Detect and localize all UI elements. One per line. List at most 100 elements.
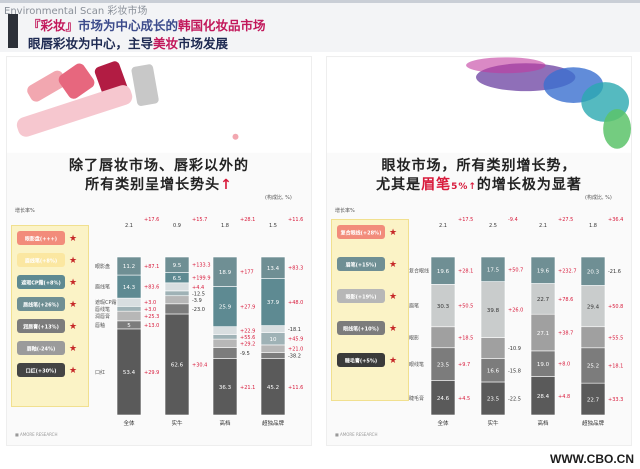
- segment-label: 30.3: [437, 304, 450, 310]
- bar-segment: [260, 325, 286, 333]
- bar-segment: [116, 297, 142, 307]
- total-growth-label: +36.4: [608, 217, 623, 223]
- total-growth-label: +17.5: [458, 217, 473, 223]
- left-footnote: ■ AMORE RESEARCH: [15, 432, 58, 437]
- growth-label: +232.7: [558, 268, 577, 274]
- top-share-label: 2.1: [125, 223, 133, 229]
- growth-label: +50.7: [508, 267, 523, 273]
- series-name: 眉笔: [409, 303, 419, 310]
- segment-label: 37.9: [267, 300, 280, 306]
- growth-label: +50.5: [458, 304, 473, 310]
- growth-label: +26.0: [508, 308, 523, 314]
- left-title2-hl: 势头: [190, 177, 221, 193]
- growth-label: -38.2: [288, 354, 301, 360]
- left-title2-arrow: ↑: [220, 177, 233, 193]
- growth-label: -10.9: [508, 346, 521, 352]
- right-footnote: ■ AMORE RESEARCH: [335, 432, 378, 437]
- total-growth-label: +28.1: [240, 217, 255, 223]
- growth-label: +25.3: [144, 314, 159, 320]
- segment-label: 36.3: [219, 385, 232, 391]
- growth-label: +83.6: [144, 285, 159, 291]
- bar-segment: [164, 303, 190, 315]
- series-name: 唇釉: [95, 322, 105, 329]
- total-growth-label: +11.6: [288, 217, 303, 223]
- bar-segment: [164, 256, 190, 273]
- page-title-line2: 眼唇彩妆为中心，主导美妆市场发展: [28, 33, 228, 52]
- top-share-label: 1.8: [221, 223, 229, 229]
- segment-label: 45.2: [267, 385, 279, 391]
- series-name: 唇线笔: [95, 306, 110, 313]
- bar-segment: [580, 326, 606, 349]
- legend-swatch: [337, 257, 385, 271]
- legend-swatch: [17, 319, 65, 333]
- segment-label: 6.5: [173, 276, 182, 282]
- legend-label: 口红(+30%): [26, 368, 57, 375]
- segment-label: 23.5: [437, 362, 450, 368]
- bar-segment: [212, 358, 238, 416]
- segment-label: 22.7: [587, 397, 600, 403]
- segment-label: 22.7: [537, 297, 550, 303]
- growth-label: -12.5: [192, 291, 205, 297]
- growth-label: +9.7: [458, 362, 470, 368]
- growth-label: +18.1: [608, 363, 623, 369]
- growth-label: +45.9: [288, 337, 303, 343]
- bar-segment: [164, 295, 190, 305]
- legend-label: 唇釉(-24%): [27, 346, 56, 353]
- title-marker: [8, 14, 18, 48]
- bar-segment: [164, 290, 190, 297]
- bar-segment: [260, 352, 286, 359]
- star-icon: ★: [69, 278, 77, 288]
- left-chart-title-line2: 所有类别呈增长势头↑: [7, 174, 311, 194]
- bar-segment: [430, 284, 456, 328]
- growth-label: +27.9: [240, 305, 255, 311]
- series-name: 眉线笔: [95, 284, 110, 291]
- star-icon: ★: [69, 300, 77, 310]
- page-title-line1: 『彩妆』市场为中心成长的韩国化妆品市场: [28, 15, 266, 34]
- bar-segment: [480, 337, 506, 359]
- growth-label: -15.8: [508, 368, 521, 374]
- title1-prefix: 『彩妆』: [28, 18, 79, 33]
- lipstick-photo: [7, 57, 311, 153]
- top-share-label: 1.8: [589, 223, 597, 229]
- bar-segment: [530, 256, 556, 284]
- legend-swatch: [17, 275, 65, 289]
- growth-label: +48.0: [288, 300, 303, 306]
- bar-segment: [212, 334, 238, 340]
- segment-label: 25.2: [587, 364, 599, 370]
- bar-segment: [430, 326, 456, 349]
- bar-segment: [260, 344, 286, 353]
- growth-label: -21.6: [608, 269, 621, 275]
- bar-segment: [480, 281, 506, 338]
- bar-segment: [212, 338, 238, 348]
- legend-label: 遮瑕CP霜(+8%): [21, 280, 61, 287]
- star-icon: ★: [69, 322, 77, 332]
- legend-label: 润唇膏(+13%): [23, 324, 59, 331]
- series-name: 遮瑕CP霜: [95, 299, 117, 306]
- legend-swatch: [17, 231, 65, 245]
- segment-label: 20.3: [587, 269, 600, 275]
- star-icon: ★: [389, 356, 397, 366]
- legend: 眼影盘(+++) ★ 眉线笔(+8%) ★ 遮瑕CP霜(+8%) ★ 唇线笔(+26%) ★ 润…: [17, 231, 77, 377]
- section-tag: Environmental Scan 彩妆市场: [4, 6, 148, 17]
- bar-segment: [212, 326, 238, 335]
- pigment-powder-illustration: [466, 57, 631, 149]
- bar-segment: [260, 256, 286, 279]
- eyeshadow-photo: [327, 57, 631, 153]
- category-tick: 全体: [123, 419, 135, 427]
- right-title2-a: 尤其是: [376, 177, 422, 193]
- top-share-label: 2.5: [489, 223, 497, 229]
- growth-label: +3.0: [144, 300, 156, 306]
- legend-swatch: [17, 341, 65, 355]
- series-name: 睫毛膏: [409, 395, 424, 402]
- segment-label: 19.6: [437, 269, 450, 275]
- right-chart-title-line1: 眼妆市场，所有类别增长势，: [381, 158, 577, 174]
- growth-label: +83.3: [288, 266, 303, 272]
- category-tick: 实牛: [487, 419, 499, 427]
- segment-label: 17.5: [487, 267, 500, 273]
- growth-label: +22.9: [240, 329, 255, 335]
- right-title2-mark: 5%↑: [451, 182, 477, 192]
- segment-label: 29.4: [587, 304, 600, 310]
- segment-label: 28.4: [537, 394, 550, 400]
- growth-label: +199.9: [192, 276, 211, 282]
